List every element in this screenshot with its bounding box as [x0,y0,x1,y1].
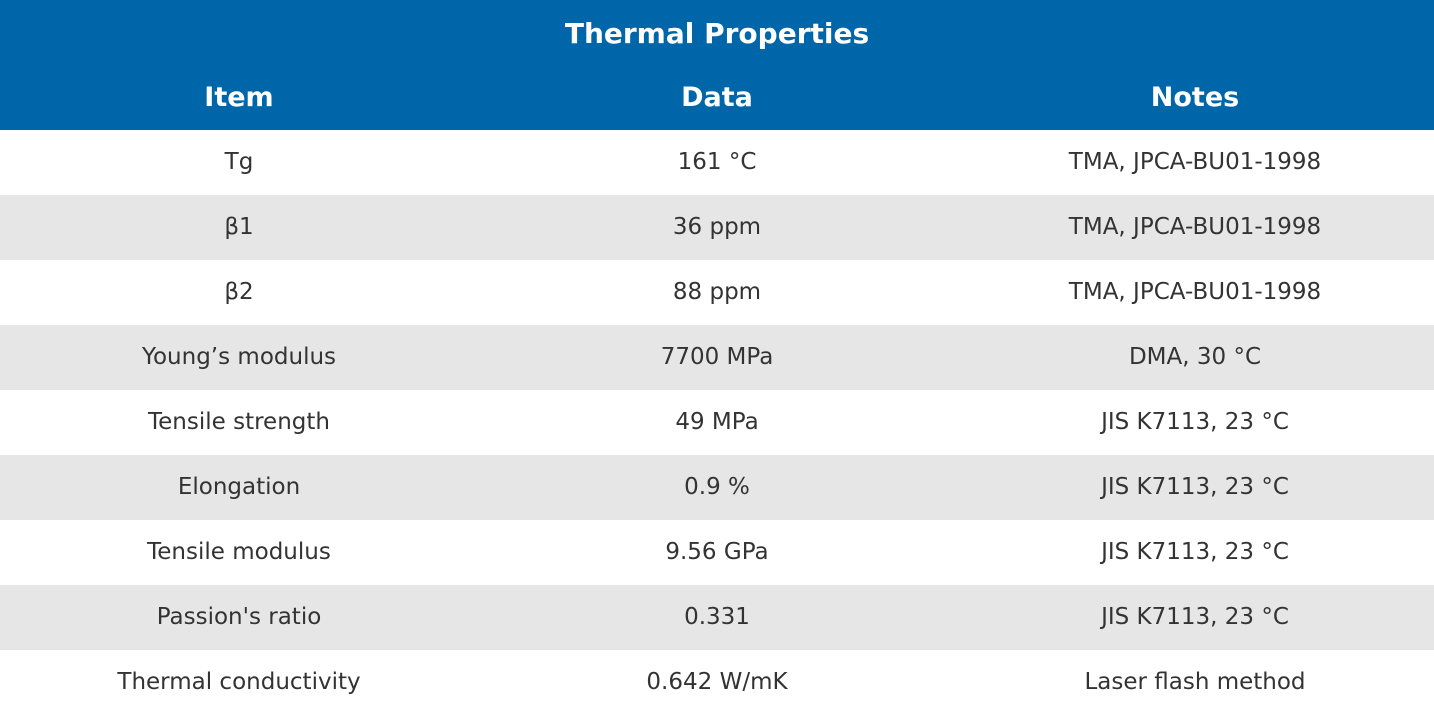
table-cell: Thermal conductivity [117,669,361,695]
table-row: Thermal conductivity 0.642 W/mK Laser flas… [0,650,1434,715]
table-row: Tg 161 °C TMA, JPCA-BU01-1998 [0,130,1434,195]
table-cell: 0.331 [684,604,750,630]
table-cell: Elongation [177,474,301,500]
table-cell: Tg [224,149,254,175]
table-row: Elongation 0.9 % JIS K7113, 23 °C [0,455,1434,520]
table-cell: JIS K7113, 23 °C [1101,474,1289,500]
table-body: Tg 161 °C TMA, JPCA-BU01-1998 β1 36 ppm TMA, … [0,130,1434,715]
column-header: Data [681,82,753,113]
table-cell: 9.56 GPa [665,539,769,565]
table-cell: Tensile modulus [147,539,331,565]
column-header: Item [204,82,274,113]
table-cell: 7700 MPa [660,344,774,370]
table-cell: TMA, JPCA-BU01-1998 [1068,279,1322,305]
header-row: Item Data Notes [0,66,1434,130]
table-row: Passion's ratio 0.331 JIS K7113, 23 °C [0,585,1434,650]
table-cell: TMA, JPCA-BU01-1998 [1068,149,1322,175]
table-row: Tensile strength 49 MPa JIS K7113, 23 °C [0,390,1434,455]
table-cell: Passion's ratio [156,604,322,630]
table-cell: β2 [224,279,254,305]
table-row: Young’s modulus 7700 MPa DMA, 30 °C [0,325,1434,390]
table-cell: TMA, JPCA-BU01-1998 [1068,214,1322,240]
table-cell: Tensile strength [148,409,330,435]
column-header: Notes [1150,82,1240,113]
table-cell: DMA, 30 °C [1128,344,1262,370]
table-cell: JIS K7113, 23 °C [1101,539,1289,565]
table-cell: 0.9 % [684,474,750,500]
table-title: Thermal Properties [564,17,870,50]
table-row: β1 36 ppm TMA, JPCA-BU01-1998 [0,195,1434,260]
table-cell: 49 MPa [675,409,759,435]
table-header: Thermal Properties Item Data Notes [0,0,1434,130]
table-cell: JIS K7113, 23 °C [1101,604,1289,630]
table-cell: 0.642 W/mK [646,669,788,695]
table-cell: 36 ppm [672,214,762,240]
table-cell: β1 [224,214,254,240]
table-cell: 88 ppm [672,279,762,305]
table-row: β2 88 ppm TMA, JPCA-BU01-1998 [0,260,1434,325]
table-cell: 161 °C [677,149,757,175]
table-cell: Young’s modulus [141,344,337,370]
table-cell: Laser flash method [1084,669,1306,695]
table-row: Tensile modulus 9.56 GPa JIS K7113, 23 °C [0,520,1434,585]
table-cell: JIS K7113, 23 °C [1101,409,1289,435]
